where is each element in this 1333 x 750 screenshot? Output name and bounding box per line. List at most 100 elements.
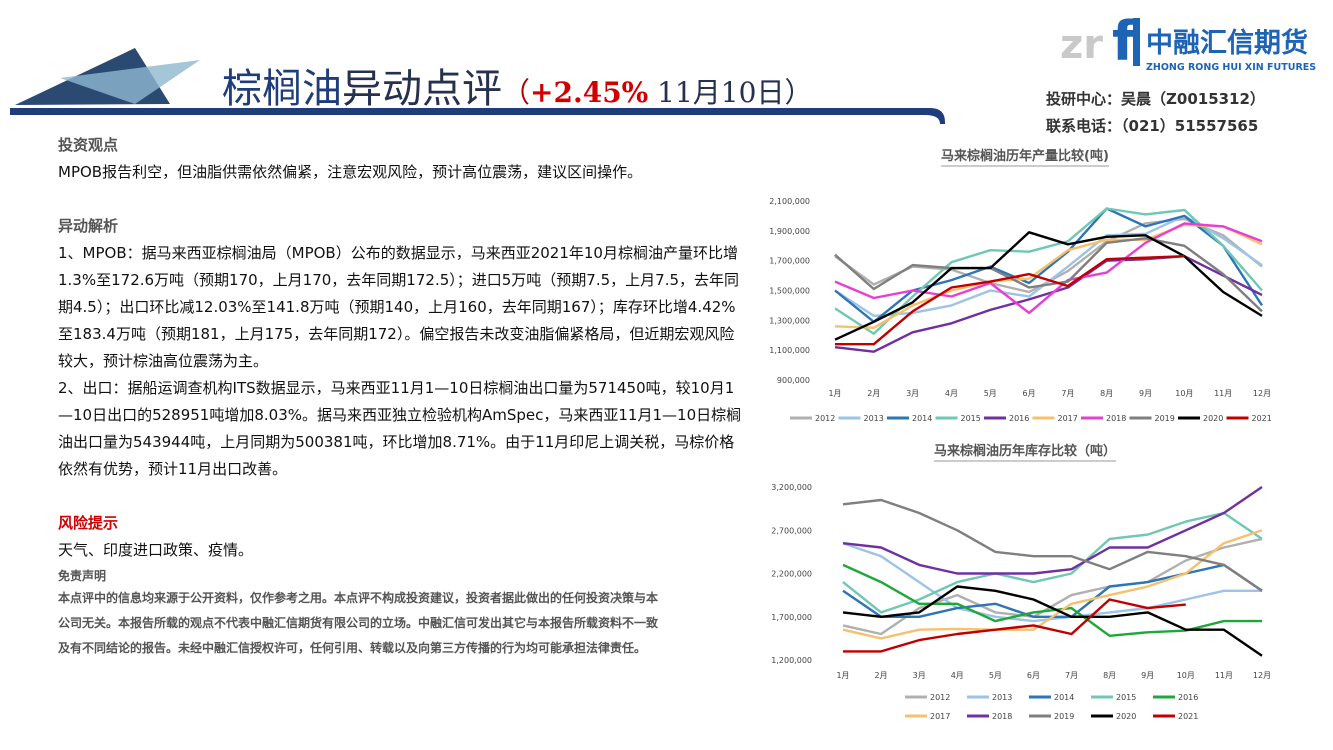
- text-column: 投资观点 MPOB报告利空，但油脂供需依然偏紧，注意宏观风险，预计高位震荡，建议…: [58, 132, 748, 661]
- y-tick-label: 1,700,000: [769, 257, 810, 266]
- y-tick-label: 2,100,000: [769, 197, 810, 206]
- paragraph: MPOB报告利空，但油脂供需依然偏紧，注意宏观风险，预计高位震荡，建议区间操作。: [58, 163, 643, 181]
- legend-label: 2018: [1106, 414, 1126, 423]
- legend-label: 2012: [815, 414, 835, 423]
- title-part: 棕榈油: [222, 66, 342, 112]
- legend-label: 2017: [1058, 414, 1078, 423]
- header-bar: [10, 108, 945, 124]
- y-tick-label: 1,900,000: [769, 227, 810, 236]
- series-line: [842, 529, 1263, 640]
- legend-label: 2021: [1252, 414, 1272, 423]
- y-tick-label: 1,100,000: [769, 346, 810, 355]
- disclaimer-heading: 免责声明: [58, 569, 107, 583]
- legend-label: 2017: [930, 712, 950, 721]
- section-heading: 异动解析: [58, 217, 119, 235]
- legend-label: 2012: [930, 693, 950, 702]
- legend-label: 2015: [961, 414, 981, 423]
- chart-title: 马来棕榈油历年库存比较（吨）: [934, 443, 1116, 459]
- legend-label: 2020: [1203, 414, 1223, 423]
- x-tick-label: 4月: [945, 389, 958, 398]
- y-tick-label: 1,300,000: [769, 316, 810, 325]
- header-shape: [60, 60, 200, 104]
- series-line: [842, 511, 1263, 614]
- y-tick-label: 1,500,000: [769, 287, 810, 296]
- contact: 联系电话：（021）51557565: [1046, 117, 1259, 135]
- legend-label: 2019: [1054, 712, 1074, 721]
- legend-label: 2013: [864, 414, 884, 423]
- x-tick-label: 10月: [1177, 671, 1195, 680]
- legend-label: 2013: [992, 693, 1012, 702]
- x-tick-label: 8月: [1100, 389, 1113, 398]
- legend-label: 2016: [1178, 693, 1198, 702]
- x-tick-label: 2月: [875, 671, 888, 680]
- series-line: [834, 231, 1263, 341]
- paragraph: 天气、印度进口政策、疫情。: [58, 541, 254, 559]
- legend-label: 2020: [1116, 712, 1136, 721]
- x-tick-label: 10月: [1175, 389, 1193, 398]
- paragraph: 1、MPOB：据马来西亚棕榈油局（MPOB）公布的数据显示，马来西亚2021年1…: [58, 244, 740, 370]
- x-tick-label: 11月: [1214, 389, 1232, 398]
- series-line: [843, 598, 1186, 653]
- series-line: [842, 585, 1263, 657]
- legend-label: 2014: [1054, 693, 1074, 702]
- x-tick-label: 7月: [1061, 389, 1074, 398]
- series-line: [834, 207, 1263, 335]
- y-tick-label: 1,200,000: [771, 656, 812, 665]
- x-tick-label: 9月: [1141, 671, 1154, 680]
- x-tick-label: 1月: [836, 671, 849, 680]
- y-tick-label: 1,700,000: [771, 613, 812, 622]
- series-line: [842, 498, 1263, 592]
- legend-label: 2016: [1009, 414, 1029, 423]
- title: 棕榈油异动点评（+2.45% 11月10日）: [222, 56, 812, 114]
- x-tick-label: 6月: [1023, 389, 1036, 398]
- x-tick-label: 3月: [913, 671, 926, 680]
- logo-mark: f: [1112, 10, 1136, 73]
- title-part: 异动点评: [342, 66, 502, 112]
- contact: 投研中心：吴晨（Z0015312）: [1046, 90, 1265, 108]
- logo-mark: zr: [1060, 22, 1103, 68]
- x-tick-label: 8月: [1103, 671, 1116, 680]
- series-line: [834, 207, 1264, 323]
- title-date: 11月10日）: [648, 76, 813, 109]
- series-line: [842, 542, 1262, 623]
- series-line: [834, 222, 1263, 315]
- x-tick-label: 12月: [1253, 671, 1271, 680]
- logo-english: ZHONG RONG HUI XIN FUTURES: [1146, 62, 1316, 73]
- x-tick-label: 2月: [867, 389, 880, 398]
- section-heading: 风险提示: [58, 514, 119, 532]
- y-tick-label: 900,000: [777, 376, 810, 385]
- series-line: [835, 255, 1185, 346]
- x-tick-label: 7月: [1065, 671, 1078, 680]
- title-part: （: [502, 76, 531, 109]
- logo-bar: [1133, 18, 1140, 66]
- series-line: [842, 563, 1262, 637]
- legend-label: 2014: [912, 414, 932, 423]
- section-heading: 投资观点: [58, 136, 119, 154]
- chart-title: 马来棕榈油历年产量比较(吨): [941, 148, 1109, 164]
- x-tick-label: 4月: [951, 671, 964, 680]
- legend-label: 2015: [1116, 693, 1136, 702]
- series-line: [834, 223, 1263, 329]
- legend-label: 2021: [1178, 712, 1198, 721]
- series-line: [834, 255, 1263, 353]
- x-tick-label: 3月: [906, 389, 919, 398]
- series-line: [834, 237, 1263, 313]
- y-tick-label: 3,200,000: [771, 483, 812, 492]
- x-tick-label: 1月: [828, 389, 841, 398]
- x-tick-label: 5月: [984, 389, 997, 398]
- x-tick-label: 12月: [1253, 389, 1271, 398]
- x-tick-label: 6月: [1027, 671, 1040, 680]
- y-tick-label: 2,700,000: [771, 526, 812, 535]
- legend-label: 2019: [1155, 414, 1175, 423]
- series-line: [842, 486, 1263, 575]
- paragraph: 2、出口：据船运调查机构ITS数据显示，马来西亚11月1—10日棕榈油出口量为5…: [58, 379, 742, 478]
- x-tick-label: 9月: [1139, 389, 1152, 398]
- title-change: +2.45%: [530, 76, 649, 109]
- x-tick-label: 11月: [1215, 671, 1233, 680]
- disclaimer: 本点评中的信息均来源于公开资料，仅作参考之用。本点评不构成投资建议，投资者据此做…: [58, 591, 659, 655]
- legend-label: 2018: [992, 712, 1012, 721]
- logo-name: 中融汇信期货: [1146, 27, 1308, 59]
- y-tick-label: 2,200,000: [771, 570, 812, 579]
